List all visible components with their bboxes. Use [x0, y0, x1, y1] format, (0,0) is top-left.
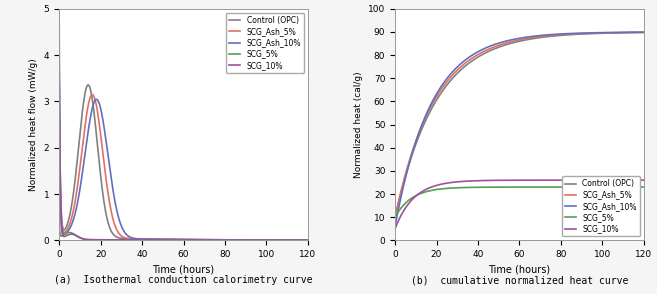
SCG_Ash_10%	[391, 225, 399, 228]
SCG_10%	[391, 227, 399, 230]
SCG_10%	[191, 238, 199, 242]
SCG_5%	[424, 189, 432, 193]
X-axis label: Time (hours): Time (hours)	[488, 265, 551, 275]
SCG_5%	[55, 222, 63, 225]
SCG_10%	[55, 61, 63, 65]
SCG_Ash_10%	[163, 238, 171, 241]
Y-axis label: Normalized heat flow (mW/g): Normalized heat flow (mW/g)	[29, 58, 38, 191]
Line: SCG_5%: SCG_5%	[59, 224, 308, 240]
SCG_10%	[163, 238, 171, 242]
Line: SCG_10%: SCG_10%	[59, 63, 308, 240]
SCG_10%	[522, 178, 530, 182]
SCG_10%	[475, 179, 483, 182]
Y-axis label: Normalized heat (cal/g): Normalized heat (cal/g)	[353, 71, 363, 178]
Control (OPC)	[88, 96, 96, 100]
SCG_10%	[97, 238, 105, 242]
SCG_10%	[527, 178, 535, 182]
SCG_5%	[163, 238, 171, 242]
SCG_Ash_5%	[424, 110, 432, 114]
SCG_Ash_10%	[97, 108, 105, 112]
Control (OPC)	[475, 55, 483, 58]
SCG_10%	[139, 238, 147, 242]
Control (OPC)	[163, 238, 171, 241]
Control (OPC)	[522, 38, 530, 42]
SCG_10%	[88, 238, 96, 242]
SCG_10%	[499, 178, 507, 182]
SCG_Ash_5%	[186, 238, 194, 241]
SCG_Ash_5%	[97, 136, 105, 140]
SCG_10%	[433, 183, 441, 187]
SCG_Ash_10%	[186, 238, 194, 241]
SCG_Ash_5%	[163, 238, 171, 241]
Text: (a)  Isothermal conduction calorimetry curve: (a) Isothermal conduction calorimetry cu…	[55, 275, 313, 285]
Line: SCG_Ash_10%: SCG_Ash_10%	[59, 9, 308, 240]
Control (OPC)	[640, 31, 648, 34]
SCG_5%	[88, 238, 96, 241]
SCG_Ash_10%	[88, 107, 96, 111]
SCG_Ash_5%	[527, 36, 535, 40]
Control (OPC)	[499, 44, 507, 47]
Line: SCG_Ash_5%: SCG_Ash_5%	[395, 32, 644, 217]
SCG_Ash_5%	[304, 238, 312, 242]
Control (OPC)	[424, 114, 432, 117]
SCG_5%	[475, 186, 483, 189]
Line: Control (OPC): Control (OPC)	[59, 59, 308, 240]
Line: SCG_5%: SCG_5%	[395, 187, 644, 217]
SCG_Ash_10%	[191, 238, 199, 241]
SCG_Ash_5%	[522, 37, 530, 41]
SCG_5%	[97, 238, 105, 241]
SCG_10%	[424, 187, 432, 190]
SCG_Ash_5%	[191, 238, 199, 241]
SCG_Ash_10%	[475, 49, 483, 53]
Line: Control (OPC): Control (OPC)	[395, 32, 644, 217]
Control (OPC)	[139, 237, 147, 241]
SCG_Ash_5%	[391, 216, 399, 219]
SCG_5%	[522, 185, 530, 189]
X-axis label: Time (hours): Time (hours)	[152, 265, 215, 275]
Control (OPC)	[97, 178, 105, 181]
Line: SCG_Ash_5%: SCG_Ash_5%	[59, 74, 308, 240]
Control (OPC)	[433, 98, 441, 101]
SCG_Ash_10%	[527, 35, 535, 38]
SCG_5%	[527, 185, 535, 189]
SCG_Ash_5%	[55, 72, 63, 76]
SCG_Ash_5%	[640, 31, 648, 34]
Line: SCG_10%: SCG_10%	[395, 180, 644, 229]
SCG_Ash_5%	[433, 94, 441, 98]
SCG_Ash_10%	[522, 36, 530, 39]
SCG_Ash_10%	[499, 40, 507, 44]
SCG_10%	[304, 238, 312, 242]
Line: SCG_Ash_10%: SCG_Ash_10%	[395, 32, 644, 226]
SCG_Ash_10%	[139, 237, 147, 241]
SCG_5%	[499, 185, 507, 189]
SCG_Ash_5%	[88, 93, 96, 96]
SCG_10%	[186, 238, 194, 242]
SCG_5%	[186, 238, 194, 242]
SCG_5%	[304, 238, 312, 242]
SCG_Ash_10%	[304, 238, 312, 242]
SCG_5%	[640, 185, 648, 189]
SCG_5%	[433, 188, 441, 191]
SCG_Ash_10%	[55, 8, 63, 11]
SCG_Ash_10%	[424, 108, 432, 112]
Control (OPC)	[304, 238, 312, 242]
Control (OPC)	[186, 238, 194, 241]
SCG_Ash_10%	[433, 91, 441, 95]
Legend: Control (OPC), SCG_Ash_5%, SCG_Ash_10%, SCG_5%, SCG_10%: Control (OPC), SCG_Ash_5%, SCG_Ash_10%, …	[562, 176, 640, 236]
Control (OPC)	[191, 238, 199, 241]
SCG_5%	[139, 238, 147, 242]
Control (OPC)	[391, 216, 399, 219]
SCG_Ash_5%	[475, 52, 483, 56]
SCG_Ash_10%	[640, 30, 648, 34]
Legend: Control (OPC), SCG_Ash_5%, SCG_Ash_10%, SCG_5%, SCG_10%: Control (OPC), SCG_Ash_5%, SCG_Ash_10%, …	[226, 13, 304, 73]
SCG_10%	[640, 178, 648, 182]
SCG_Ash_5%	[499, 42, 507, 46]
Control (OPC)	[55, 58, 63, 61]
Control (OPC)	[527, 37, 535, 41]
Text: (b)  cumulative normalized heat curve: (b) cumulative normalized heat curve	[411, 275, 628, 285]
SCG_5%	[391, 216, 399, 219]
SCG_Ash_5%	[139, 237, 147, 241]
SCG_5%	[191, 238, 199, 242]
